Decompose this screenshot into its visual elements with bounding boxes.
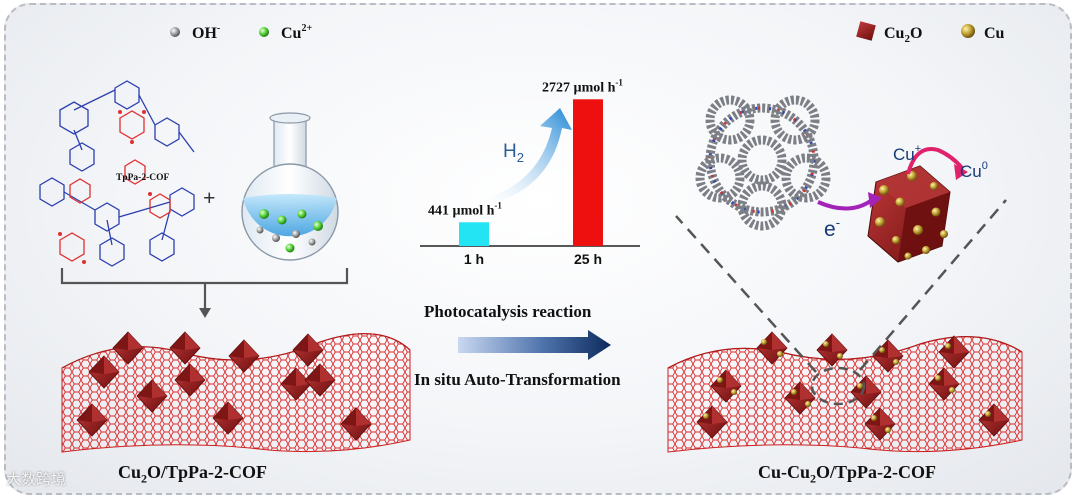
cu2plus-legend-label: Cu (281, 25, 302, 42)
cu-decorated-octahedron (850, 375, 882, 409)
cu-decorated-octahedron (756, 331, 788, 365)
cu-zero-label: Cu0 (960, 160, 988, 181)
h2-label-sub: 2 (517, 150, 524, 165)
cu-plus-main: Cu (893, 145, 915, 164)
cu2plus-legend: Cu2+ (259, 23, 312, 42)
cu2plus-legend-sup: 2+ (301, 23, 312, 34)
cu-legend-label: Cu (984, 25, 1005, 42)
x-tick-label-2: 25 h (574, 251, 602, 267)
electron-sup: - (836, 215, 840, 230)
auto-transformation-label: In situ Auto-Transformation (414, 370, 621, 389)
cu-plus-sup: + (915, 143, 921, 155)
cu-cu2o-cube (867, 165, 951, 263)
cu-plus-label: Cu+ (893, 143, 921, 164)
electron-label: e- (824, 215, 840, 241)
watermark-text: 大数跨境 (6, 470, 67, 488)
left-caption-sub: 2 (141, 471, 148, 486)
oh-ion-marker (170, 27, 180, 37)
bar-value-label-main: 2727 µmol h (542, 80, 616, 95)
electron-main: e (824, 218, 836, 241)
cu-decorated-octahedron (784, 381, 816, 415)
down-arrow-head (199, 308, 211, 318)
right-cu-cu2o-octahedra (696, 331, 1010, 441)
cu-decorated-octahedron (696, 405, 728, 439)
oh-legend: OH- (170, 23, 220, 42)
cu2plus-ion-marker (259, 27, 269, 37)
cu2o-legend: Cu2O (856, 21, 922, 45)
left-caption-pre: Cu (118, 462, 142, 482)
h2-label-main: H (503, 141, 517, 162)
right-caption-sub: 2 (810, 471, 817, 486)
plus-sign: + (203, 185, 216, 210)
reduction-arrow (906, 147, 968, 180)
cu-decorated-octahedron (864, 407, 896, 441)
bar-1 (459, 222, 489, 246)
cu2o-cube-marker (856, 21, 876, 41)
merge-bracket (60, 268, 349, 312)
cu-decorated-octahedron (928, 367, 960, 401)
right-caption-post: O/TpPa-2-COF (816, 462, 937, 482)
bar-value-label-2: 2727 µmol h-1 (542, 77, 623, 95)
bar-value-label-sup: -1 (615, 77, 623, 87)
cu-particle-marker (961, 24, 975, 38)
cu-decorated-octahedron (816, 333, 848, 367)
svg-text:OH-: OH- (192, 23, 220, 42)
left-caption-post: O/TpPa-2-COF (147, 462, 268, 482)
zoom-callout (675, 199, 1007, 406)
svg-text:Cu2O: Cu2O (884, 25, 922, 45)
cu2o-legend-sub: 2 (904, 33, 910, 45)
h2-label: H2 (503, 141, 524, 165)
bar-2 (573, 99, 603, 246)
process-arrow (458, 330, 611, 360)
cu-decorated-octahedron (872, 339, 904, 373)
cu-decorated-octahedron (938, 335, 970, 369)
cu-decorated-octahedron (710, 369, 742, 403)
photocatalysis-label: Photocatalysis reaction (424, 302, 592, 321)
oh-legend-sup: - (217, 23, 220, 34)
bar-value-label-1: 441 µmol h-1 (428, 200, 502, 218)
cu2o-legend-label: Cu (884, 25, 905, 42)
electron-transfer-arrow (817, 192, 882, 211)
bar-value-label-sup: -1 (494, 200, 502, 210)
oh-legend-label: OH (192, 25, 217, 42)
cof-pore-structure (695, 95, 831, 231)
left-caption: Cu2O/TpPa-2-COF (118, 462, 267, 487)
cu-zero-sup: 0 (982, 160, 988, 172)
cu-legend: Cu (961, 24, 1005, 42)
right-caption-pre: Cu-Cu (758, 462, 811, 482)
cu-decorated-octahedron (978, 403, 1010, 437)
right-caption: Cu-Cu2O/TpPa-2-COF (758, 462, 936, 487)
svg-text:Cu2+: Cu2+ (281, 23, 312, 42)
round-bottom-flask (241, 112, 339, 261)
h2-evolution-arrow (488, 108, 572, 204)
cof-molecule-structure (39, 80, 195, 267)
x-tick-label-1: 1 h (464, 251, 484, 267)
cu-zero-main: Cu (960, 162, 982, 181)
bar-value-label-main: 441 µmol h (428, 203, 495, 218)
cu2o-legend-tail: O (910, 25, 922, 42)
cof-molecule-label: TpPa-2-COF (116, 173, 170, 183)
